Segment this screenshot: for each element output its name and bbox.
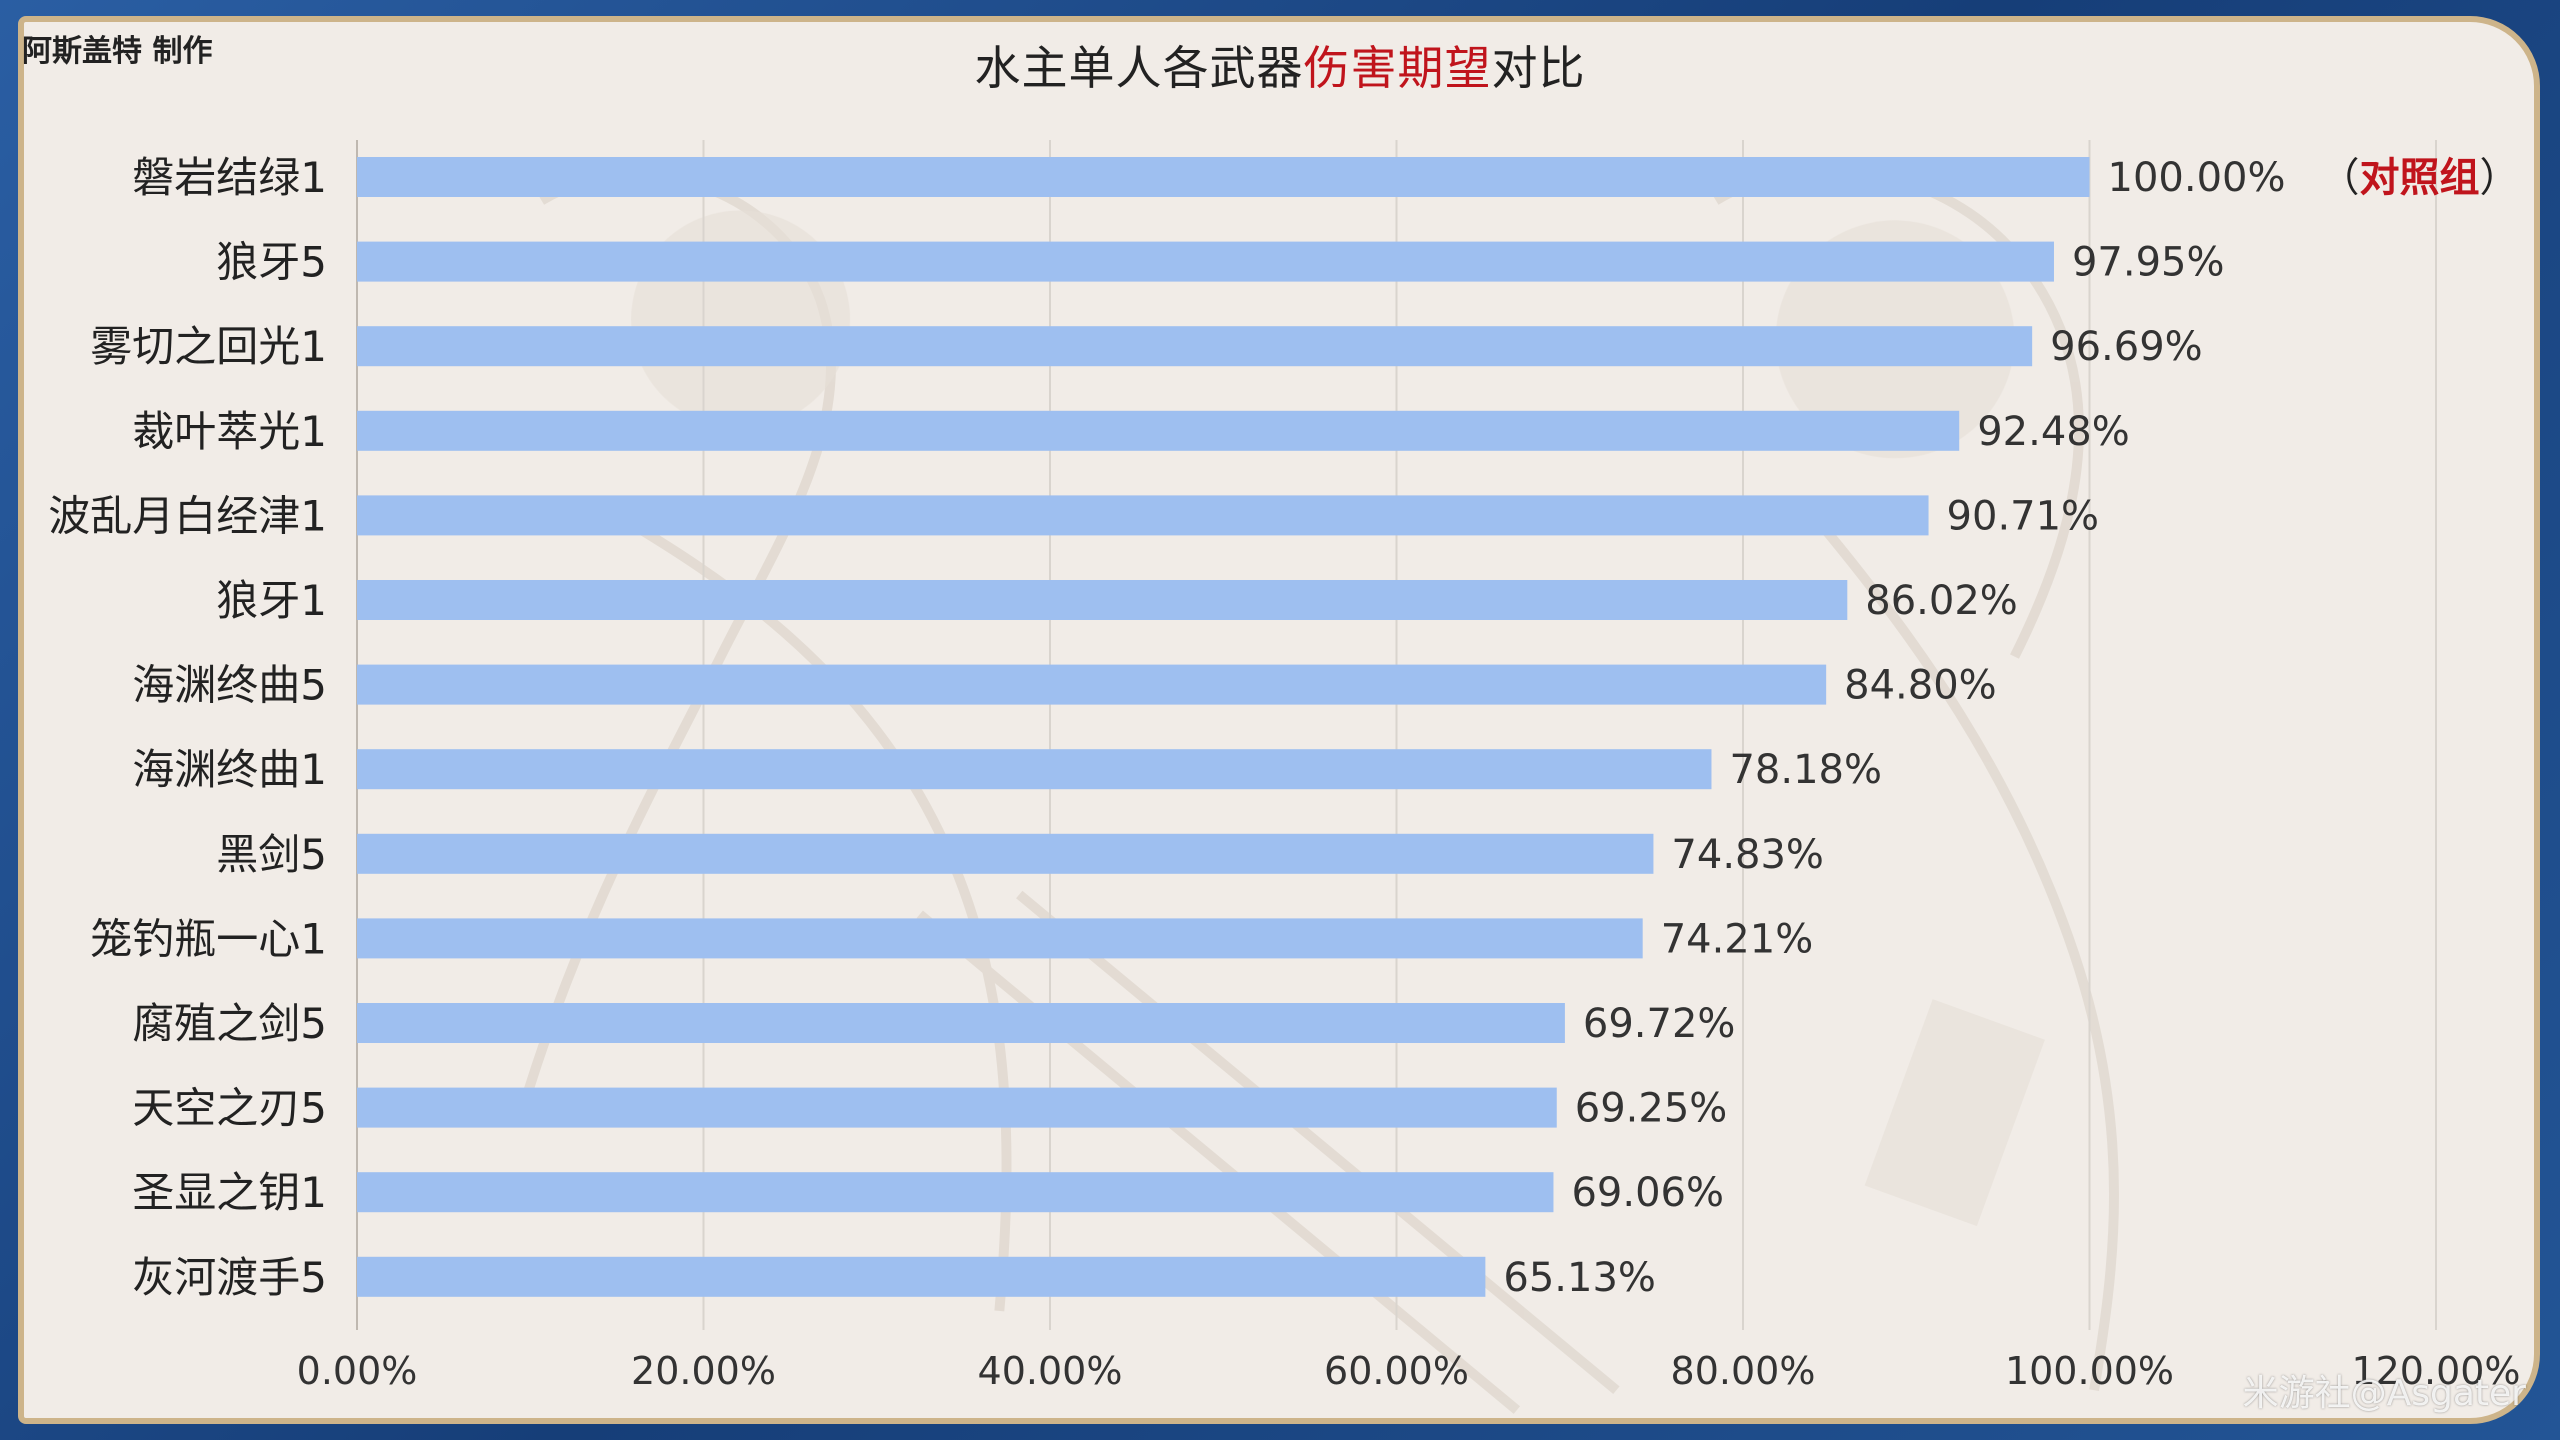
bar <box>357 1087 1557 1128</box>
annotation-close-paren: ） <box>2480 155 2520 201</box>
category-label: 海渊终曲1 <box>132 745 327 794</box>
title-prefix: 水主单人各武器 <box>974 41 1304 95</box>
bar <box>357 833 1654 874</box>
bar <box>357 1172 1554 1213</box>
bar <box>357 1256 1486 1297</box>
title-suffix: 对比 <box>1491 41 1586 95</box>
value-label: 74.83% <box>1671 832 1824 878</box>
annotation-text: 对照组 <box>2360 155 2480 201</box>
x-tick-label: 120.00% <box>2351 1349 2520 1393</box>
bar <box>357 241 2054 282</box>
value-label: 74.21% <box>1661 916 1814 962</box>
value-label: 90.71% <box>1947 493 2100 539</box>
x-tick-label: 60.00% <box>1324 1349 1469 1393</box>
category-label: 天空之刃5 <box>132 1084 327 1133</box>
value-label: 65.13% <box>1503 1255 1656 1301</box>
control-group-annotation: （对照组） <box>2320 155 2520 201</box>
category-label: 黑剑5 <box>216 830 327 879</box>
value-label: 86.02% <box>1865 578 2018 624</box>
bar <box>357 495 1929 536</box>
bar <box>357 918 1643 959</box>
value-label: 97.95% <box>2072 240 2225 286</box>
category-label: 海渊终曲5 <box>132 661 327 710</box>
bar <box>357 580 1848 620</box>
x-tick-label: 80.00% <box>1671 1349 1816 1393</box>
bar <box>357 749 1712 790</box>
x-tick-label: 0.00% <box>297 1349 418 1393</box>
author-credit: 阿斯盖特 制作 <box>22 34 213 69</box>
category-label: 狼牙1 <box>216 576 327 625</box>
category-label: 雾切之回光1 <box>90 322 327 371</box>
category-label: 圣显之钥1 <box>132 1168 327 1217</box>
value-label: 69.25% <box>1575 1086 1728 1132</box>
value-label: 100.00% <box>2108 155 2286 201</box>
bar <box>357 1003 1565 1043</box>
category-label: 裁叶萃光1 <box>132 407 327 456</box>
category-label: 灰河渡手5 <box>132 1253 327 1302</box>
title-highlight: 伤害期望 <box>1303 41 1492 95</box>
category-label: 腐殖之剑5 <box>132 999 327 1048</box>
value-label: 78.18% <box>1729 747 1882 793</box>
chart-title: 水主单人各武器伤害期望对比 <box>0 32 2560 98</box>
category-label: 笼钓瓶一心1 <box>90 914 327 963</box>
category-label: 狼牙5 <box>216 238 327 287</box>
value-label: 84.80% <box>1844 663 1997 709</box>
bar <box>357 326 2033 367</box>
annotation-open-paren: （ <box>2320 155 2360 201</box>
site-watermark: 米游社@Asgater <box>2242 1373 2526 1414</box>
bar <box>357 664 1827 705</box>
category-label: 磐岩结绿1 <box>132 153 327 202</box>
x-tick-label: 40.00% <box>978 1349 1123 1393</box>
x-tick-label: 20.00% <box>631 1349 776 1393</box>
value-label: 69.06% <box>1571 1170 1724 1216</box>
bar <box>357 157 2090 197</box>
value-label: 96.69% <box>2050 324 2203 370</box>
value-label: 69.72% <box>1583 1001 1736 1047</box>
category-label: 波乱月白经津1 <box>48 491 327 540</box>
value-label: 92.48% <box>1977 409 2130 455</box>
x-tick-label: 100.00% <box>2005 1349 2174 1393</box>
bar <box>357 410 1960 451</box>
